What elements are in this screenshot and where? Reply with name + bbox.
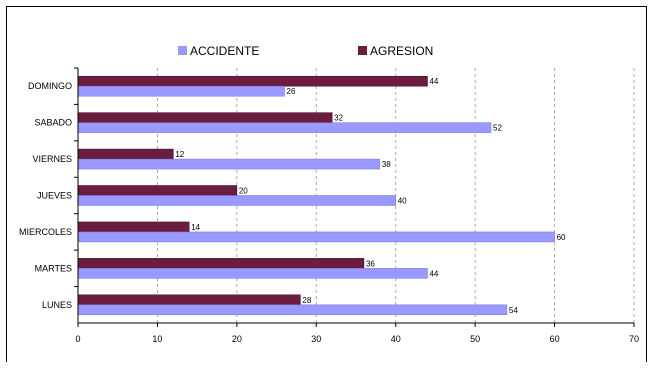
legend: ACCIDENTE AGRESION [178, 44, 433, 58]
bar-accidente-martes [77, 268, 428, 279]
bar-accidente-sabado [77, 122, 492, 133]
data-label-agresion-martes: 36 [366, 259, 375, 268]
bar-accidente-domingo [77, 85, 285, 97]
category-label-jueves: JUEVES [37, 191, 72, 201]
x-tick-label-50: 50 [470, 334, 480, 344]
bar-accidente-miercoles [77, 231, 555, 243]
bar-agresion-domingo [77, 75, 428, 87]
data-label-agresion-viernes: 12 [175, 150, 184, 159]
category-label-martes: MARTES [35, 263, 72, 273]
data-label-accidente-martes: 44 [429, 269, 438, 278]
category-label-lunes: LUNES [42, 300, 72, 310]
x-tick-label-20: 20 [232, 334, 242, 344]
data-label-agresion-lunes: 28 [302, 296, 311, 305]
bar-agresion-jueves [77, 185, 238, 196]
bar-accidente-jueves [77, 195, 396, 206]
legend-swatch-agresion [358, 46, 367, 55]
bar-accidente-lunes [77, 304, 508, 316]
legend-label-agresion: AGRESION [370, 44, 433, 58]
chart-frame [6, 6, 647, 362]
data-label-agresion-jueves: 20 [239, 187, 248, 196]
legend-label-accidente: ACCIDENTE [190, 44, 259, 58]
data-label-accidente-viernes: 38 [382, 160, 391, 169]
x-tick-label-0: 0 [75, 334, 80, 344]
legend-swatch-accidente [178, 46, 187, 55]
axes [74, 67, 635, 327]
bars [77, 75, 555, 316]
data-label-agresion-sabado: 32 [334, 114, 343, 123]
data-label-agresion-domingo: 44 [429, 77, 438, 86]
x-tick-label-60: 60 [550, 334, 560, 344]
bar-accidente-viernes [77, 158, 381, 170]
category-label-miercoles: MIERCOLES [19, 227, 72, 237]
data-label-accidente-lunes: 54 [509, 306, 518, 315]
category-label-sabado: SABADO [34, 118, 72, 128]
data-label-accidente-jueves: 40 [398, 197, 407, 206]
bar-agresion-sabado [77, 112, 333, 123]
data-label-accidente-sabado: 52 [493, 124, 502, 133]
x-tick-label-30: 30 [311, 334, 321, 344]
labels: 0 10 20 30 40 50 60 70 LUNES 28 54 MARTES 36 44 MIERCO… [19, 77, 639, 344]
category-label-viernes: VIERNES [32, 154, 72, 164]
bar-agresion-lunes [77, 294, 301, 306]
data-label-agresion-miercoles: 14 [191, 223, 200, 232]
bar-agresion-martes [77, 258, 365, 269]
x-tick-label-70: 70 [629, 334, 639, 344]
x-tick-label-10: 10 [152, 334, 162, 344]
data-label-accidente-miercoles: 60 [557, 233, 566, 242]
x-tick-label-40: 40 [391, 334, 401, 344]
bar-agresion-miercoles [77, 221, 190, 233]
category-label-domingo: DOMINGO [28, 81, 72, 91]
bar-agresion-viernes [77, 148, 174, 160]
data-label-accidente-domingo: 26 [287, 87, 296, 96]
